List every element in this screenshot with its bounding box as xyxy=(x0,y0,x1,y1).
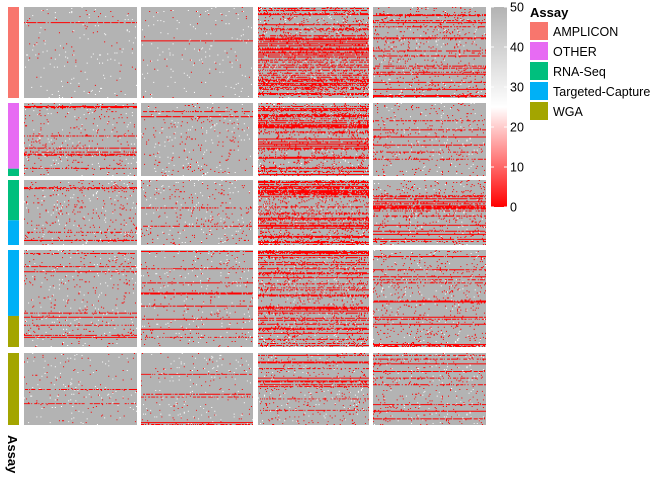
heatmap-low-cells xyxy=(258,103,369,176)
annotation-bar-other xyxy=(8,103,19,169)
legend-swatch xyxy=(530,22,548,40)
annotation-bar-targeted-capture xyxy=(8,250,19,316)
heatmap-low-cells xyxy=(24,180,137,245)
row-annotation-bars xyxy=(8,7,19,425)
heatmap-low-cells xyxy=(141,103,253,176)
legend-label: OTHER xyxy=(553,45,597,59)
heatmap-low-cells xyxy=(23,103,137,176)
heatmap-low-cells xyxy=(141,180,252,245)
legend-swatch xyxy=(530,82,548,100)
heatmap-block xyxy=(141,7,253,98)
heatmap-low-cells xyxy=(373,7,486,98)
legend-label: AMPLICON xyxy=(553,25,618,39)
heatmap-block xyxy=(141,250,253,347)
heatmap-low-cells xyxy=(373,180,486,245)
heatmap-mid-cells xyxy=(373,250,486,347)
annotation-bar-wga xyxy=(8,353,19,425)
heatmap-block xyxy=(141,353,253,425)
heatmap-low-cells xyxy=(258,353,369,425)
annotation-bar-rna-seq xyxy=(8,168,19,176)
legend-label: RNA-Seq xyxy=(553,65,606,79)
heatmap-cells xyxy=(23,7,486,425)
heatmap-low-cells xyxy=(258,250,369,347)
heatmap-mid-cells xyxy=(25,250,138,347)
annotation-bar-targeted-capture xyxy=(8,220,19,245)
colorbar-tick-label: 20 xyxy=(510,121,524,135)
heatmap-mid-cells xyxy=(24,103,137,176)
annotation-axis-label: Assay xyxy=(5,435,20,474)
heatmap-mid-cells xyxy=(24,353,137,425)
heatmap-low-cells xyxy=(373,103,486,176)
heatmap-low-cells xyxy=(24,250,137,347)
legend-title: Assay xyxy=(530,5,569,20)
annotation-bar-rna-seq xyxy=(8,180,19,221)
heatmap-low-cells xyxy=(373,353,486,425)
colorbar-tick-label: 40 xyxy=(510,41,524,55)
heatmap-low-cells xyxy=(141,353,253,425)
heatmap-mid-cells xyxy=(259,250,365,347)
colorbar xyxy=(491,7,507,207)
heatmap-low-cells xyxy=(141,250,253,347)
heatmap-low-cells xyxy=(373,250,486,347)
legend-swatch xyxy=(530,102,548,120)
colorbar-tick-label: 30 xyxy=(510,81,524,95)
legend-label: Targeted-Capture xyxy=(553,85,650,99)
heatmap-low-cells xyxy=(258,7,369,98)
assay-legend: AMPLICON OTHER RNA-Seq Targeted-Capture WGA xyxy=(530,22,650,120)
heatmap-block xyxy=(141,103,253,176)
annotation-bar-wga xyxy=(8,315,19,347)
heatmap-block xyxy=(24,103,137,176)
heatmap-block xyxy=(141,180,253,245)
annotation-bar-amplicon xyxy=(8,7,19,98)
legend-label: WGA xyxy=(553,105,584,119)
colorbar-tick-label: 10 xyxy=(510,161,524,175)
colorbar-tick-label: 0 xyxy=(510,201,517,215)
colorbar-tick-label: 50 xyxy=(510,1,524,15)
heatmap-mid-cells xyxy=(25,7,138,98)
heatmap-mid-cells xyxy=(143,353,253,425)
heatmap-mid-cells xyxy=(258,180,365,244)
heatmap-block xyxy=(24,7,137,98)
legend-swatch xyxy=(530,62,548,80)
colorbar-ticks: 0 10 20 30 40 50 xyxy=(491,1,524,215)
legend-swatch xyxy=(530,42,548,60)
heatmap-block xyxy=(24,250,137,347)
heatmap-low-cells xyxy=(258,180,369,245)
